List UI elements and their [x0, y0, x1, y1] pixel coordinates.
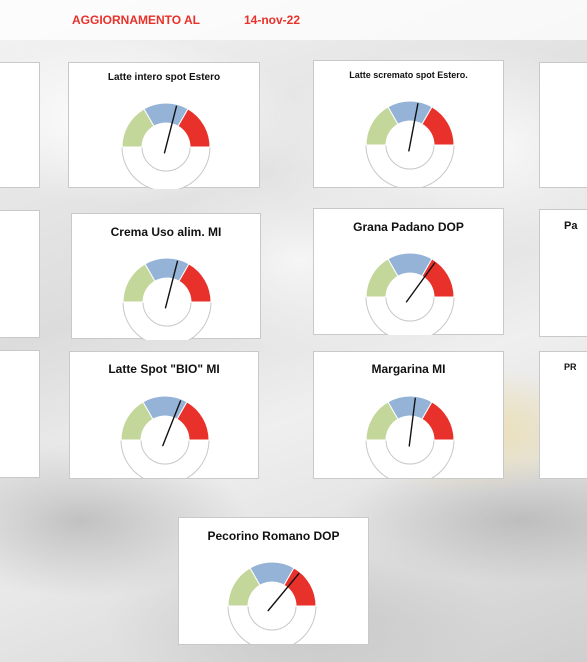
- card-grana-padano-dop: Grana Padano DOP: [313, 208, 504, 335]
- gauge-empty-half: [122, 301, 212, 340]
- right-clipped-card-row3: PR: [539, 351, 587, 479]
- gauge-needle: [408, 397, 416, 447]
- gauge-latte-scremato-spot-estero: [365, 100, 455, 187]
- card-title: Latte scremato spot Estero.: [349, 70, 468, 80]
- gauge-pecorino-romano-dop: [227, 561, 317, 644]
- card-margarina-mi: Margarina MI: [313, 351, 504, 479]
- gauge-red-segment: [283, 567, 317, 607]
- right-clipped-card-row1: [539, 62, 587, 188]
- card-title: Latte Spot "BIO" MI: [108, 362, 220, 376]
- gauge-needle: [162, 400, 182, 447]
- card-latte-intero-spot-estero: Latte intero spot Estero: [68, 62, 260, 189]
- header-band: [0, 0, 587, 40]
- card-title: Margarina MI: [371, 362, 446, 376]
- gauge-red-segment: [177, 108, 211, 148]
- gauge-needle: [405, 262, 436, 303]
- gauge-red-segment: [421, 401, 455, 441]
- card-pecorino-romano-dop: Pecorino Romano DOP: [178, 517, 369, 645]
- gauge-empty-half: [365, 144, 455, 187]
- gauge-needle: [408, 103, 419, 152]
- gauge-latte-spot-bio-mi: [120, 395, 210, 478]
- gauge-empty-half: [120, 439, 210, 478]
- right-clipped-card-row2-title: Pa: [564, 220, 578, 232]
- gauge-empty-half: [227, 605, 317, 644]
- update-label: AGGIORNAMENTO AL: [72, 13, 200, 27]
- card-title: Latte intero spot Estero: [107, 72, 221, 83]
- gauge-empty-half: [121, 146, 211, 189]
- gauge-red-segment: [178, 263, 212, 303]
- card-title: Pecorino Romano DOP: [207, 529, 340, 543]
- gauge-red-segment: [176, 401, 210, 441]
- right-clipped-card-row2: Pa: [539, 209, 587, 337]
- gauge-needle: [163, 105, 178, 154]
- gauge-empty-half: [365, 439, 455, 478]
- gauge-grana-padano-dop: [365, 252, 455, 335]
- card-title: Grana Padano DOP: [353, 220, 464, 234]
- gauge-empty-half: [365, 296, 455, 335]
- left-clipped-card-row3: [0, 350, 40, 478]
- gauge-red-segment: [421, 106, 455, 146]
- left-clipped-card-row2: [0, 210, 40, 338]
- right-clipped-card-row3-title: PR: [564, 362, 577, 372]
- card-crema-uso-alim-mi: Crema Uso alim. MI: [71, 213, 261, 340]
- gauge-needle: [164, 260, 179, 309]
- gauge-crema-uso-alim-mi: [122, 257, 212, 340]
- gauge-margarina-mi: [365, 395, 455, 478]
- gauge-latte-intero-spot-estero: [121, 102, 211, 189]
- card-title: Crema Uso alim. MI: [110, 225, 222, 239]
- update-date: 14-nov-22: [244, 13, 301, 27]
- gauge-needle: [267, 572, 300, 612]
- card-latte-scremato-spot-estero: Latte scremato spot Estero.: [313, 60, 504, 188]
- card-latte-spot-bio-mi: Latte Spot "BIO" MI: [69, 351, 259, 479]
- left-clipped-card-row1: [0, 62, 40, 188]
